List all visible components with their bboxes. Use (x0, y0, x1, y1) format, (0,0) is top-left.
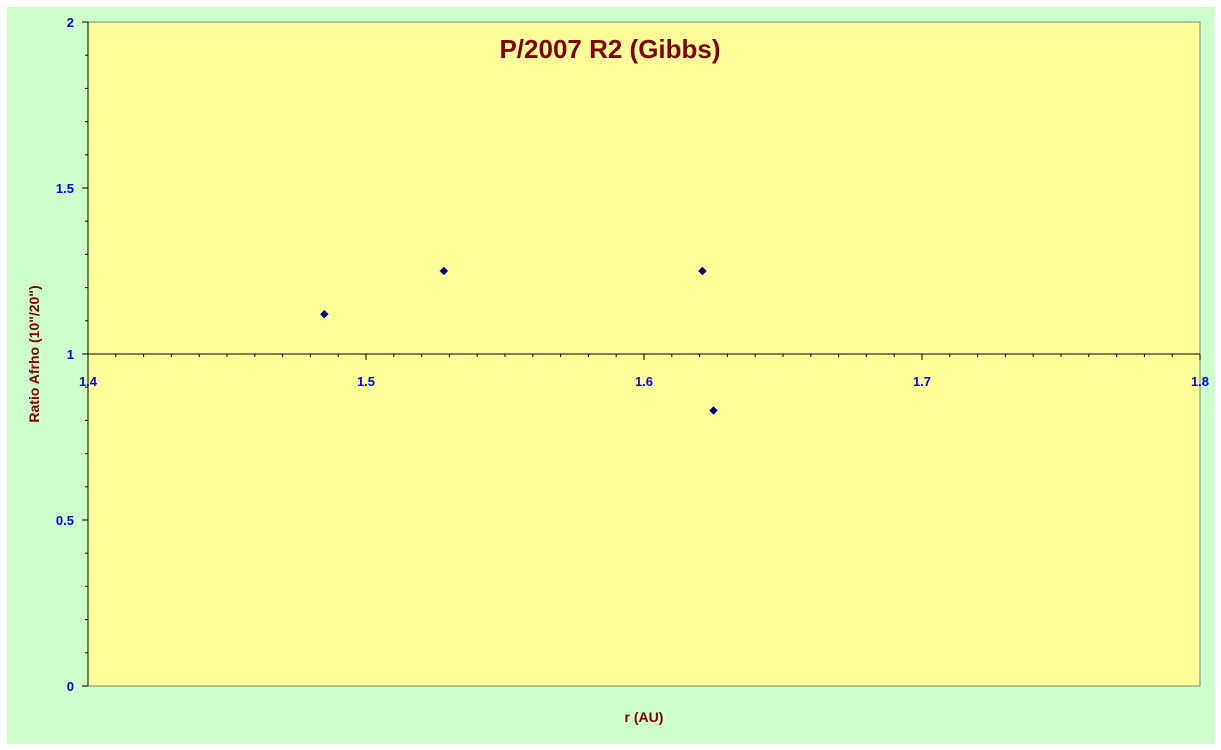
data-point (439, 266, 449, 276)
x-tick-label: 1.6 (635, 374, 653, 389)
chart-title: P/2007 R2 (Gibbs) (499, 34, 720, 64)
data-points (319, 266, 718, 415)
y-axis-title: Ratio Afrho (10"/20") (26, 285, 42, 422)
y-tick-labels: 0 0.5 1 1.5 2 (56, 15, 74, 694)
y-tick-label: 1.5 (56, 181, 74, 196)
data-point (319, 309, 329, 319)
y-tick-label: 2 (67, 15, 74, 30)
x-axis-title: r (AU) (625, 709, 664, 725)
y-axis (82, 21, 89, 687)
x-tick-label: 1.4 (79, 374, 98, 389)
x-tick-label: 1.8 (1191, 374, 1209, 389)
x-tick-label: 1.7 (913, 374, 931, 389)
data-point (709, 406, 718, 415)
x-tick-label: 1.5 (357, 374, 375, 389)
y-tick-label: 0 (67, 679, 74, 694)
x-tick-labels: 1.4 1.5 1.6 1.7 1.8 (79, 374, 1209, 389)
x-axis (87, 353, 1201, 360)
data-point (698, 266, 707, 276)
y-tick-label: 0.5 (56, 513, 74, 528)
y-tick-label: 1 (67, 347, 74, 362)
